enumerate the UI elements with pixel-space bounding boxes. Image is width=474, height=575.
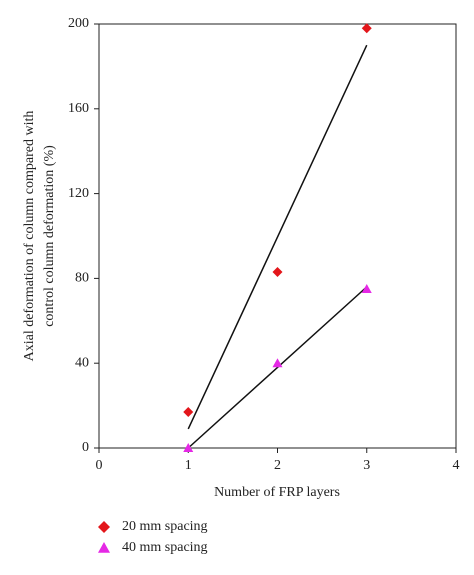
y-tick-label: 80 bbox=[75, 271, 89, 286]
x-tick-label: 0 bbox=[96, 458, 103, 473]
legend-marker bbox=[98, 521, 110, 533]
trendline bbox=[187, 286, 368, 449]
y-tick-label: 40 bbox=[75, 355, 89, 370]
point bbox=[183, 406, 194, 417]
legend-label: 20 mm spacing bbox=[122, 519, 208, 534]
point bbox=[361, 284, 372, 293]
y-tick-label: 120 bbox=[68, 186, 89, 201]
point bbox=[183, 443, 194, 452]
x-axis-label: Number of FRP layers bbox=[214, 485, 340, 500]
legend-marker bbox=[98, 542, 110, 553]
y-tick-label: 200 bbox=[68, 16, 89, 31]
point bbox=[361, 23, 372, 34]
legend-label: 40 mm spacing bbox=[122, 540, 208, 555]
x-tick-label: 2 bbox=[274, 458, 281, 473]
x-tick-label: 3 bbox=[363, 458, 370, 473]
y-tick-label: 160 bbox=[68, 101, 89, 116]
point bbox=[272, 267, 283, 278]
x-tick-label: 1 bbox=[185, 458, 192, 473]
y-axis-label: control column deformation (%) bbox=[42, 145, 57, 327]
point bbox=[272, 358, 283, 368]
y-tick-label: 0 bbox=[82, 440, 89, 455]
trendline bbox=[187, 44, 368, 430]
x-tick-label: 4 bbox=[453, 458, 460, 473]
y-axis-label: Axial deformation of column compared wit… bbox=[22, 111, 37, 362]
